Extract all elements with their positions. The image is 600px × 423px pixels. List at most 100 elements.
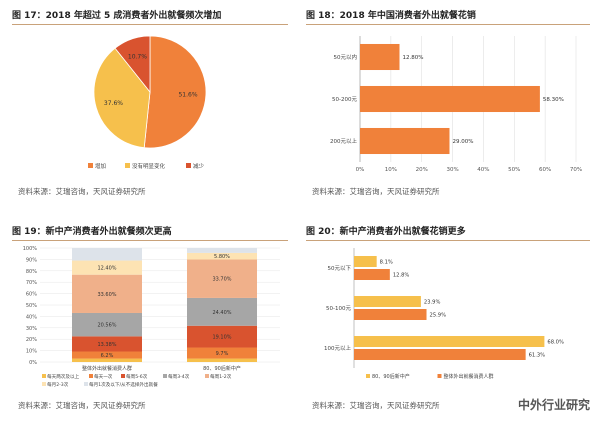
legend-swatch-3 <box>163 374 167 378</box>
y-tick-8: 80% <box>26 269 37 275</box>
y-tick-2: 20% <box>26 337 37 343</box>
legend-label-3: 每周3-4次 <box>168 373 190 380</box>
x-tick-1: 80、90后新中产 <box>203 365 241 372</box>
seg-0-2 <box>72 336 142 352</box>
bar-0 <box>360 43 400 71</box>
y-tick-0: 0% <box>29 360 37 366</box>
figure-18-source: 资料来源：艾瑞咨询，天风证券研究所 <box>312 187 440 196</box>
legend-swatch-2 <box>121 374 125 378</box>
bar-label-1-1: 25.9% <box>430 313 447 319</box>
pie-slice-2 <box>114 35 151 94</box>
figure-18-panel: 图 18：2018 年中国消费者外出就餐花销 0% 10% 20% 30% 40% 50%… <box>306 6 590 201</box>
bar-2 <box>360 127 450 155</box>
bar-1 <box>360 85 540 113</box>
y-tick-4: 40% <box>26 314 37 320</box>
legend-swatch-0 <box>366 374 370 378</box>
legend-label-1: 整体外出就餐消费人群 <box>444 373 494 380</box>
figure-20-source: 资料来源：艾瑞咨询，天风证券研究所 <box>312 401 440 410</box>
figure-17-panel: 图 17：2018 年超过 5 成消费者外出就餐频次增加 51.6% 37.6% 1… <box>12 6 288 201</box>
y-tick-10: 100% <box>23 246 38 252</box>
bar-label-2-1: 61.3% <box>529 353 546 359</box>
figure-17-source: 资料来源：艾瑞咨询，天风证券研究所 <box>18 187 146 196</box>
legend-label-0: 增加 <box>95 162 106 170</box>
x-tick-2: 20% <box>416 167 428 173</box>
seg-label-1-5: 5.80% <box>214 254 230 260</box>
watermark: 中外行业研究 <box>517 398 590 412</box>
legend-label-2: 减少 <box>193 162 205 170</box>
figure-19-source: 资料来源：艾瑞咨询，天风证券研究所 <box>18 401 146 410</box>
bar-label-0-0: 8.1% <box>380 260 393 266</box>
legend-label-6: 每月1次及以下/从不选择外出就餐 <box>89 381 158 388</box>
seg-1-6 <box>187 248 257 253</box>
x-tick-5: 50% <box>508 167 520 173</box>
y-tick-1: 10% <box>26 349 37 355</box>
y-tick-2: 200元以上 <box>330 137 357 145</box>
legend-swatch-1 <box>437 374 442 378</box>
x-tick-6: 60% <box>539 167 551 173</box>
seg-0-3 <box>72 312 142 337</box>
bar-2-0 <box>354 336 545 347</box>
pie-label-2: 10.7% <box>128 54 147 61</box>
pie-slice-0 <box>143 35 207 149</box>
seg-0-4 <box>72 274 142 313</box>
y-tick-7: 70% <box>26 280 37 286</box>
x-tick-0: 0% <box>356 167 365 173</box>
x-tick-7: 70% <box>570 167 582 173</box>
legend-label-1: 没有明显变化 <box>132 162 166 170</box>
legend-swatch-2 <box>186 163 191 168</box>
seg-1-3 <box>187 297 257 326</box>
seg-label-1-2: 19.10% <box>212 335 231 341</box>
figure-19-chart: 0% 10% 20% 30% 40% 50% 60% 70% 80% 90% 100% 6.2% 13.… <box>23 246 280 388</box>
bar-label-1-0: 23.9% <box>424 300 441 306</box>
seg-0-0 <box>72 358 142 362</box>
bar-label-2-0: 68.0% <box>547 340 564 346</box>
bar-label-1: 58.30% <box>543 97 564 103</box>
legend-label-5: 每月2-3次 <box>47 381 69 388</box>
seg-label-0-2: 13.38% <box>97 342 116 348</box>
legend-label-4: 每周1-2次 <box>210 373 232 380</box>
figure-20-title: 图 20：新中产消费者外出就餐花销更多 <box>306 227 466 237</box>
legend-swatch-5 <box>42 382 46 386</box>
bar-1-1 <box>354 309 427 320</box>
bar-label-0-1: 12.8% <box>393 273 410 279</box>
y-tick-1: 50-100元 <box>326 305 351 312</box>
pie-label-1: 37.6% <box>104 100 123 107</box>
seg-label-0-1: 6.2% <box>101 353 114 359</box>
seg-1-5 <box>187 252 257 260</box>
figure-17-title-rule <box>12 24 288 25</box>
seg-1-4 <box>187 259 257 298</box>
pie-label-0: 51.6% <box>178 91 197 98</box>
seg-1-2 <box>187 325 257 348</box>
bar-2-1 <box>354 349 526 360</box>
figure-19-panel: 图 19：新中产消费者外出就餐频次更高 0% 10% 20% 30% 40% 50% 60%… <box>12 222 288 417</box>
seg-0-5 <box>72 260 142 275</box>
seg-label-0-3: 20.56% <box>97 323 116 329</box>
seg-label-0-5: 12.40% <box>97 266 116 272</box>
y-tick-1: 50-200元 <box>332 96 357 103</box>
y-tick-5: 50% <box>26 303 37 309</box>
figure-17-title: 图 17：2018 年超过 5 成消费者外出就餐频次增加 <box>12 11 222 21</box>
bar-0-0 <box>354 256 377 267</box>
figure-19-title-rule <box>12 240 288 241</box>
legend-swatch-4 <box>205 374 209 378</box>
bar-0-1 <box>354 269 390 280</box>
figure-18-title-rule <box>306 24 590 25</box>
seg-label-1-1: 9.7% <box>216 351 229 357</box>
figure-17-chart: 51.6% 37.6% 10.7% 增加 没有明显变化 减少 <box>88 35 207 170</box>
legend-label-0: 每天两次及以上 <box>47 373 80 380</box>
figure-18-title: 图 18：2018 年中国消费者外出就餐花销 <box>306 11 476 21</box>
legend-swatch-0 <box>88 163 93 168</box>
figure-20-title-rule <box>306 240 590 241</box>
x-tick-3: 30% <box>446 167 458 173</box>
bar-1-0 <box>354 296 421 307</box>
legend-label-2: 每周5-6次 <box>126 373 148 380</box>
legend-swatch-0 <box>42 374 46 378</box>
bar-label-0: 12.80% <box>402 55 423 61</box>
y-tick-0: 50元以内 <box>334 53 358 61</box>
y-tick-0: 50元以下 <box>328 265 352 272</box>
legend-swatch-6 <box>84 382 88 386</box>
legend-label-1: 每天一次 <box>94 373 113 380</box>
x-tick-4: 40% <box>477 167 489 173</box>
x-tick-0: 整体外出就餐消费人群 <box>82 365 132 372</box>
seg-label-1-3: 24.40% <box>212 310 231 316</box>
